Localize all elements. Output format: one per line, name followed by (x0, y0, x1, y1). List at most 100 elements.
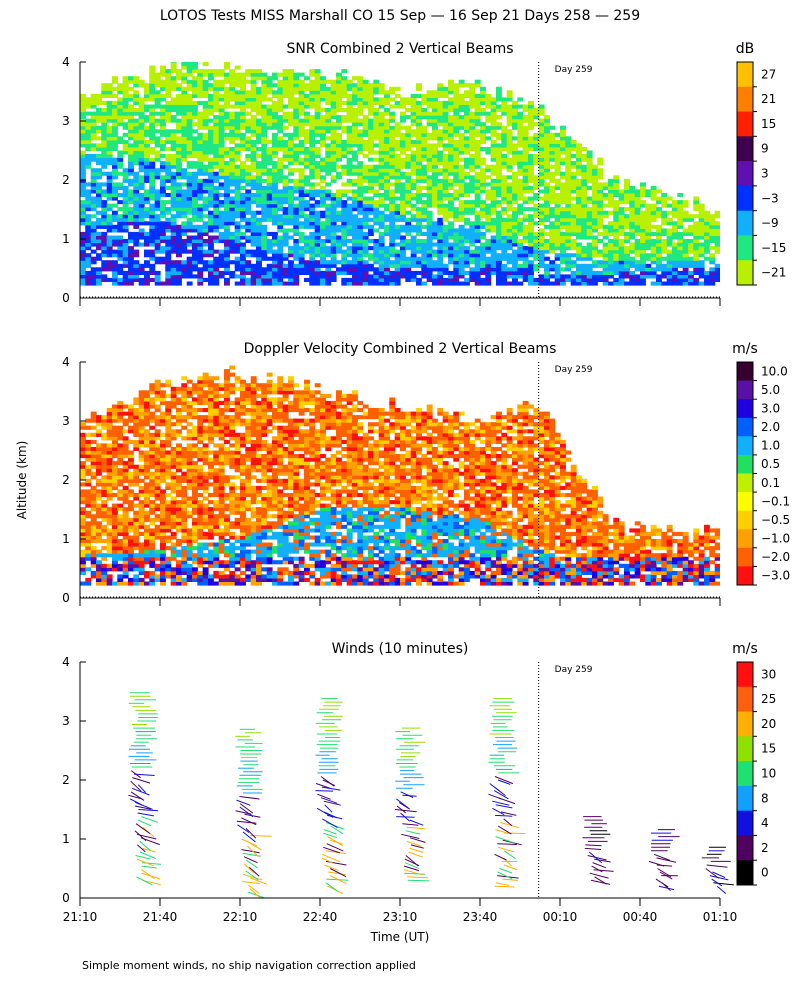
field-cell (160, 175, 166, 180)
field-cell (138, 200, 145, 205)
field-cell (320, 221, 326, 226)
field-cell (426, 253, 433, 258)
field-cell (165, 79, 172, 84)
field-cell (341, 217, 348, 222)
field-cell (480, 97, 486, 102)
field-cell (197, 249, 204, 254)
field-cell (549, 175, 556, 180)
field-cell (346, 260, 353, 265)
field-cell (410, 108, 417, 113)
field-cell (538, 210, 545, 215)
field-cell (442, 224, 449, 229)
field-cell (448, 270, 454, 275)
field-cell (112, 239, 118, 244)
field-cell (469, 267, 476, 272)
field-cell (250, 221, 257, 226)
field-cell (378, 154, 385, 159)
field-cell (165, 76, 172, 81)
field-cell (314, 86, 321, 91)
field-cell (474, 132, 481, 137)
field-cell (154, 122, 161, 127)
field-cell (197, 139, 204, 144)
field-cell (432, 154, 438, 159)
field-cell (576, 200, 582, 205)
field-cell (165, 185, 172, 190)
field-cell (474, 277, 481, 282)
field-cell (229, 118, 236, 123)
field-cell (565, 210, 572, 215)
field-cell (384, 189, 390, 194)
field-cell (80, 125, 86, 130)
field-cell (224, 277, 230, 282)
field-cell (464, 231, 470, 236)
field-cell (336, 242, 342, 247)
field-cell (149, 76, 156, 81)
field-cell (208, 164, 214, 169)
field-cell (464, 157, 470, 162)
field-cell (400, 139, 406, 144)
field-cell (400, 207, 406, 212)
field-cell (608, 256, 614, 261)
field-cell (197, 196, 204, 201)
field-cell (90, 154, 97, 159)
field-cell (245, 281, 252, 286)
field-cell (181, 79, 188, 84)
field-cell (362, 115, 369, 120)
field-cell (576, 203, 582, 208)
field-cell (634, 217, 641, 222)
field-cell (469, 270, 476, 275)
field-cell (581, 175, 588, 180)
field-cell (202, 86, 209, 91)
field-cell (213, 281, 220, 286)
field-cell (586, 274, 593, 279)
field-cell (485, 256, 492, 261)
field-cell (533, 143, 540, 148)
field-cell (256, 72, 262, 77)
field-cell (106, 239, 113, 244)
field-cell (597, 274, 604, 279)
field-cell (288, 76, 294, 81)
field-cell (266, 200, 273, 205)
field-cell (640, 260, 646, 265)
field-cell (624, 274, 630, 279)
field-cell (704, 239, 710, 244)
field-cell (448, 210, 454, 215)
field-cell (490, 228, 497, 233)
field-cell (704, 270, 710, 275)
field-cell (240, 125, 246, 130)
field-cell (298, 203, 305, 208)
field-cell (496, 150, 502, 155)
field-cell (378, 239, 385, 244)
field-cell (442, 217, 449, 222)
field-cell (101, 136, 108, 141)
field-cell (336, 249, 342, 254)
field-cell (133, 79, 140, 84)
field-cell (458, 281, 465, 286)
field-cell (208, 246, 214, 251)
field-cell (384, 246, 390, 251)
field-cell (101, 93, 108, 98)
field-cell (336, 108, 342, 113)
field-cell (421, 256, 428, 261)
field-cell (661, 256, 668, 261)
field-cell (304, 104, 310, 109)
field-cell (474, 97, 481, 102)
field-cell (565, 189, 572, 194)
field-cell (181, 62, 188, 67)
field-cell (293, 228, 300, 233)
field-cell (309, 281, 316, 286)
field-cell (208, 93, 214, 98)
field-cell (122, 221, 129, 226)
field-cell (570, 246, 577, 251)
field-cell (693, 267, 700, 272)
field-cell (650, 203, 657, 208)
field-cell (261, 118, 268, 123)
field-cell (186, 235, 193, 240)
field-cell (608, 231, 614, 236)
field-cell (138, 207, 145, 212)
field-cell (90, 157, 97, 162)
field-cell (400, 249, 406, 254)
field-cell (282, 104, 289, 109)
field-cell (464, 93, 470, 98)
field-cell (266, 115, 273, 120)
